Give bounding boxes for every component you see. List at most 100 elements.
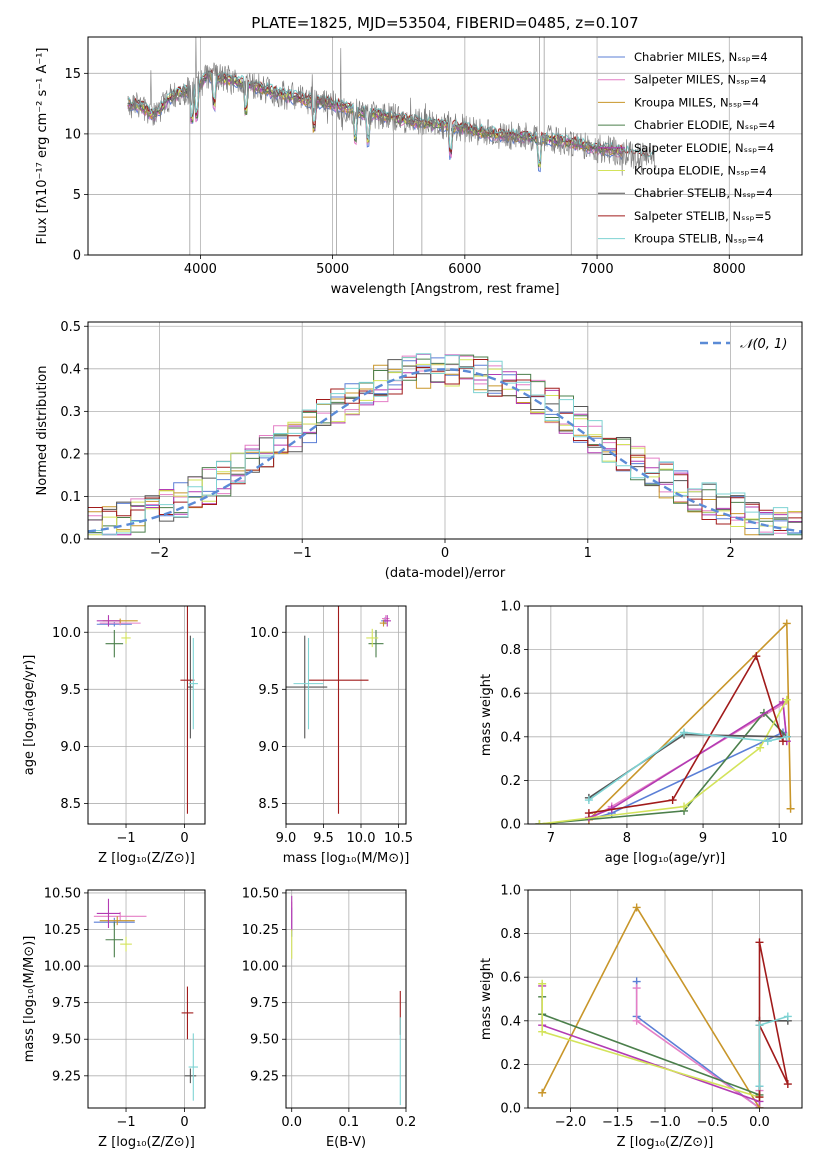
weight-marker <box>763 737 772 746</box>
x-tick-label: 0.2 <box>396 1115 417 1130</box>
x-tick-label: 5000 <box>316 262 349 277</box>
legend-label: Kroupa ELODIE, Nₛₛₚ=4 <box>634 164 767 178</box>
axes-frame <box>87 605 206 825</box>
x-tick-label: −2.0 <box>555 1115 587 1130</box>
y-tick-label: 0.6 <box>500 687 521 702</box>
legend: 𝒩(0, 1) <box>700 337 787 352</box>
y-tick-label: 0.4 <box>500 1014 521 1029</box>
y-tick-label: 9.25 <box>52 1069 81 1084</box>
axes-frame <box>87 36 803 256</box>
legend-label: Salpeter STELIB, Nₛₛₚ=5 <box>634 209 772 223</box>
y-tick-label: 0.5 <box>60 320 81 335</box>
y-tick-label: 0.4 <box>500 730 521 745</box>
y-tick-label: 10.25 <box>44 923 81 938</box>
y-tick-label: 9.75 <box>52 996 81 1011</box>
y-tick-label: 0.8 <box>500 927 521 942</box>
x-tick-label: 10.0 <box>347 831 376 846</box>
x-tick-label: −0.5 <box>696 1115 728 1130</box>
weight-marker <box>755 1082 764 1091</box>
x-tick-label: −2 <box>150 546 169 561</box>
y-tick-label: 10.00 <box>44 960 81 975</box>
plot-area <box>96 606 198 814</box>
axes-spectrum: 4000 5000 6000 7000 8000 0 5 10 15 wavelength [An… <box>35 36 803 297</box>
weight-marker <box>755 1093 764 1102</box>
x-tick-label: 9 <box>699 831 707 846</box>
weight-marker <box>680 728 689 737</box>
x-axis-label: mass [log₁₀(M/M⊙)] <box>283 851 410 866</box>
y-tick-label: 0 <box>73 249 81 264</box>
weight-marker <box>786 804 795 813</box>
model-line-6 <box>127 70 624 165</box>
x-tick-label: 2 <box>726 546 734 561</box>
legend-label: Kroupa STELIB, Nₛₛₚ=4 <box>634 232 764 246</box>
x-tick-label: 7 <box>547 831 555 846</box>
y-tick-label: 0.3 <box>60 405 81 420</box>
weight-marker <box>752 652 761 661</box>
weight-marker <box>538 1088 547 1097</box>
x-tick-label: 0.0 <box>749 1115 770 1130</box>
y-tick-label: 10.50 <box>242 886 279 901</box>
y-tick-label: 10.0 <box>52 626 81 641</box>
axes-weight-age: 7 8 9 10 0.0 0.2 0.4 0.6 0.8 1.0 age [log₁₀(age/yr… <box>479 600 803 866</box>
x-tick-label: 1 <box>584 546 592 561</box>
weight-marker <box>755 938 764 947</box>
weight-marker <box>782 732 791 741</box>
y-tick-label: 0.0 <box>60 533 81 548</box>
weight-marker <box>755 1021 764 1030</box>
weight-line-5 <box>539 699 788 824</box>
axes-frame <box>527 605 803 825</box>
y-tick-label: 15 <box>64 67 81 82</box>
x-axis-label: Z [log₁₀(Z/Z⊙)] <box>98 851 195 866</box>
legend-label: Salpeter ELODIE, Nₛₛₚ=4 <box>634 141 774 155</box>
weight-line-3 <box>539 711 788 824</box>
legend-label: Chabrier STELIB, Nₛₛₚ=4 <box>634 186 773 200</box>
axes-frame <box>285 889 407 1109</box>
weight-marker <box>782 695 791 704</box>
y-tick-label: 0.2 <box>500 774 521 789</box>
axes-age-mass: 9.0 9.5 10.0 10.5 8.5 9.0 9.5 10.0 mass [log₁₀(M… <box>250 605 413 866</box>
x-tick-label: −1 <box>116 831 135 846</box>
weight-marker <box>584 809 593 818</box>
y-tick-label: 0.2 <box>60 447 81 462</box>
legend-label: Salpeter MILES, Nₛₛₚ=4 <box>634 73 767 87</box>
weight-marker <box>538 979 547 988</box>
weight-marker <box>632 1016 641 1025</box>
x-tick-label: 6000 <box>448 262 481 277</box>
weight-line-2 <box>588 621 792 821</box>
y-axis-label: mass weight <box>479 674 494 756</box>
weight-line-3 <box>541 996 761 1097</box>
y-tick-label: 9.50 <box>52 1033 81 1048</box>
axes-frame <box>285 605 407 825</box>
y-tick-label: 0.2 <box>500 1058 521 1073</box>
x-tick-label: −1 <box>293 546 312 561</box>
axes-frame <box>87 889 206 1109</box>
weight-line-7 <box>758 942 789 1098</box>
y-tick-label: 9.0 <box>258 740 279 755</box>
y-tick-label: 10.25 <box>242 923 279 938</box>
weight-marker <box>680 802 689 811</box>
x-tick-label: 4000 <box>184 262 217 277</box>
weight-marker <box>783 1012 792 1021</box>
y-tick-label: 0.1 <box>60 490 81 505</box>
y-tick-label: 9.5 <box>60 683 81 698</box>
y-tick-label: 8.5 <box>258 797 279 812</box>
y-axis-label: mass weight <box>479 958 494 1040</box>
x-tick-label: 8 <box>623 831 631 846</box>
residual-hist-7 <box>88 359 802 531</box>
x-tick-label: −1.0 <box>649 1115 681 1130</box>
plot-area <box>535 619 795 824</box>
x-tick-label: −1 <box>116 1115 135 1130</box>
weight-marker <box>782 619 791 628</box>
weight-marker <box>535 820 544 824</box>
x-tick-label: 7000 <box>581 262 614 277</box>
weight-marker <box>668 796 677 805</box>
x-tick-label: 0 <box>180 831 188 846</box>
y-tick-label: 9.0 <box>60 740 81 755</box>
y-tick-label: 1.0 <box>500 884 521 899</box>
x-tick-label: 0 <box>180 1115 188 1130</box>
x-tick-label: 8000 <box>713 262 746 277</box>
y-axis-label: Normed distribution <box>35 366 50 496</box>
weight-line-1 <box>635 988 761 1108</box>
plot-area <box>88 353 802 536</box>
axes-residuals: −2 −1 0 1 2 0.0 0.1 0.2 0.3 0.4 0.5 (data-model)/er… <box>35 320 803 581</box>
